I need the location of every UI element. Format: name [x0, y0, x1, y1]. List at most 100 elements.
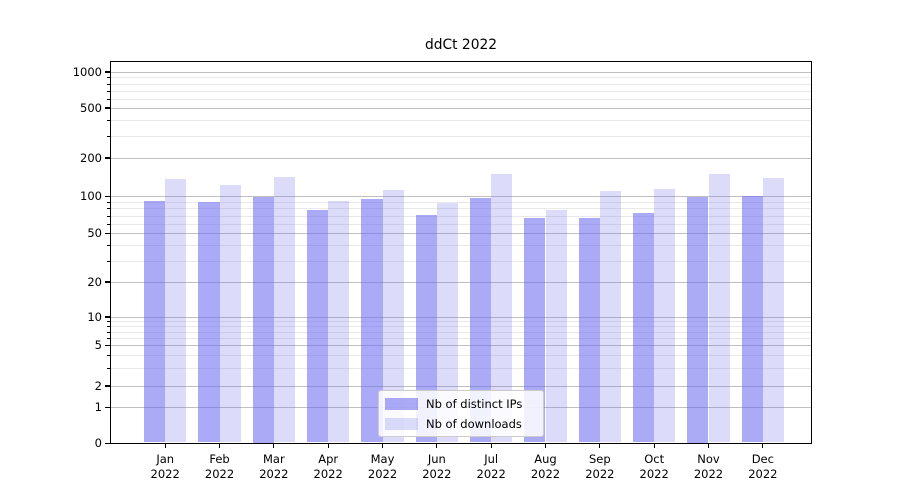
y-gridline-minor — [110, 215, 812, 217]
y-gridline-major — [110, 385, 812, 387]
x-tick-mark — [273, 443, 275, 448]
y-tick-mark — [104, 157, 110, 159]
y-minor-tick-mark — [107, 338, 110, 339]
x-tick-mark — [490, 443, 492, 448]
y-tick-mark — [104, 316, 110, 318]
y-gridline-minor — [110, 321, 812, 323]
y-gridline-minor — [110, 208, 812, 210]
y-gridline-minor — [110, 326, 812, 328]
y-gridline-minor — [110, 98, 812, 100]
y-minor-tick-mark — [107, 83, 110, 85]
y-tick-label: 100 — [80, 189, 102, 203]
bar-distinct-ips — [198, 201, 220, 443]
y-minor-tick-mark — [107, 245, 110, 247]
y-minor-tick-mark — [107, 223, 110, 225]
y-minor-tick-mark — [107, 208, 110, 210]
y-minor-tick-mark — [107, 321, 110, 323]
y-gridline-minor — [110, 338, 812, 339]
legend-item-distinct-ips: Nb of distinct IPs — [385, 394, 537, 413]
bar-distinct-ips — [361, 199, 383, 443]
y-tick-mark — [104, 344, 110, 347]
y-gridline-major — [110, 157, 812, 159]
y-gridline-minor — [110, 260, 812, 262]
y-tick-label: 1 — [94, 400, 102, 414]
y-tick-label: 10 — [87, 309, 102, 324]
y-tick-mark — [104, 195, 110, 198]
bar-distinct-ips — [632, 212, 655, 443]
y-minor-tick-mark — [107, 355, 110, 357]
y-minor-tick-mark — [107, 90, 110, 92]
legend-swatch-distinct-ips-icon — [385, 397, 418, 410]
y-minor-tick-mark — [107, 326, 110, 328]
chart-title: ddCt 2022 — [424, 37, 498, 53]
x-tick-label: Jan 2022 — [150, 451, 180, 481]
y-minor-tick-mark — [107, 77, 110, 79]
bar-downloads — [654, 189, 676, 443]
y-minor-tick-mark — [107, 120, 110, 122]
y-tick-label: 5 — [94, 338, 102, 352]
y-gridline-major — [110, 316, 812, 318]
y-tick-mark — [104, 281, 110, 283]
x-tick-mark — [544, 443, 547, 448]
bar-downloads — [708, 173, 730, 443]
x-tick-label: Aug 2022 — [530, 451, 561, 481]
bar-downloads — [599, 190, 622, 443]
bar-distinct-ips — [687, 196, 709, 443]
x-tick-label: Apr 2022 — [313, 451, 343, 481]
y-gridline-minor — [110, 77, 812, 79]
y-tick-label: 200 — [80, 150, 102, 165]
y-gridline-major — [110, 196, 812, 197]
y-gridline-minor — [110, 368, 812, 370]
x-tick-mark — [436, 443, 438, 448]
y-gridline-major — [110, 281, 812, 283]
y-minor-tick-mark — [107, 260, 110, 262]
y-tick-label: 20 — [87, 274, 102, 289]
x-tick-label: Jun 2022 — [422, 451, 452, 481]
y-gridline-minor — [110, 120, 812, 122]
y-gridline-major — [110, 71, 812, 73]
y-gridline-minor — [110, 83, 812, 85]
bar-distinct-ips — [252, 196, 274, 443]
x-tick-mark — [707, 443, 710, 448]
gridlines-layer — [110, 61, 812, 444]
y-gridline-major — [110, 107, 812, 109]
y-tick-label: 0 — [94, 436, 102, 450]
y-tick-label: 50 — [87, 226, 102, 240]
x-tick-label: May 2022 — [367, 451, 398, 481]
y-gridline-major — [110, 233, 812, 234]
y-minor-tick-mark — [107, 98, 110, 100]
legend-item-downloads: Nb of downloads — [385, 414, 537, 433]
bar-distinct-ips — [524, 217, 546, 443]
y-minor-tick-mark — [107, 215, 110, 217]
x-tick-label: Jul 2022 — [476, 451, 506, 481]
bar-distinct-ips — [741, 195, 763, 443]
x-tick-label: Mar 2022 — [259, 451, 289, 481]
x-tick-mark — [164, 443, 166, 448]
y-tick-mark — [104, 406, 110, 409]
y-minor-tick-mark — [107, 331, 110, 333]
legend-label-distinct-ips: Nb of distinct IPs — [426, 396, 523, 411]
bar-distinct-ips — [578, 217, 600, 443]
bar-downloads — [165, 179, 187, 443]
y-tick-label: 2 — [94, 378, 102, 393]
y-minor-tick-mark — [107, 202, 110, 204]
legend-label-downloads: Nb of downloads — [426, 416, 522, 431]
x-tick-mark — [599, 443, 601, 448]
bar-distinct-ips — [144, 200, 166, 443]
y-tick-mark — [104, 71, 110, 73]
y-gridline-minor — [110, 223, 812, 225]
bar-distinct-ips — [306, 210, 329, 443]
bar-downloads — [382, 190, 404, 443]
bar-downloads — [491, 174, 513, 443]
y-gridline-minor — [110, 202, 812, 204]
x-tick-mark — [762, 443, 764, 448]
x-tick-label: Dec 2022 — [748, 451, 778, 481]
x-tick-mark — [327, 443, 329, 448]
y-gridline-minor — [110, 245, 812, 247]
bars-layer — [110, 61, 812, 444]
x-tick-label: Oct 2022 — [639, 451, 669, 481]
y-tick-label: 1000 — [72, 64, 102, 79]
x-tick-mark — [381, 443, 384, 448]
y-minor-tick-mark — [107, 368, 110, 370]
